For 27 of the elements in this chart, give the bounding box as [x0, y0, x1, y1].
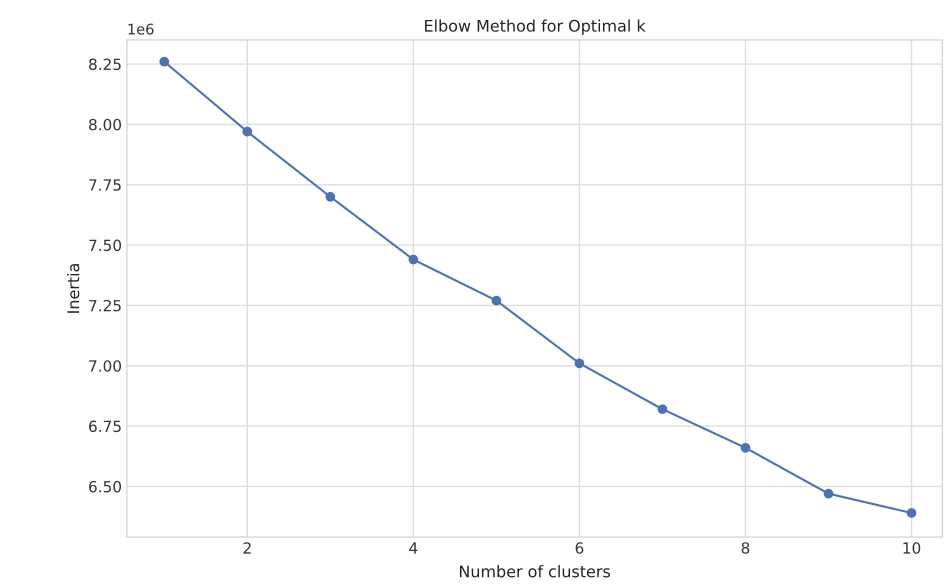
point: [325, 192, 336, 202]
point: [408, 254, 418, 264]
x-tick-label: 2: [244, 542, 251, 554]
x-tick-label: 4: [409, 542, 418, 554]
x-tick-label: 8: [742, 542, 750, 554]
y-tick-label: 7.00: [89, 360, 122, 372]
y-tick-label: 8.00: [89, 118, 122, 130]
point: [658, 404, 668, 414]
x-tick-label: 6: [576, 542, 584, 554]
y-tick-label: 7.50: [89, 240, 122, 252]
y-tick-label: 6.50: [89, 480, 122, 492]
x-tick-label: 10: [904, 542, 920, 554]
point: [242, 126, 252, 136]
point: [574, 358, 584, 368]
y-tick-label: 7.75: [89, 179, 121, 191]
text: 1e6: [128, 24, 154, 35]
x-axis-title: Number of clusters: [460, 565, 610, 578]
point: [159, 56, 170, 66]
point: [824, 488, 834, 499]
point: [740, 442, 750, 453]
chart-title: Elbow Method for Optimal k: [425, 19, 646, 35]
y-tick-label: 8.25: [89, 58, 121, 70]
y-tick-label: 7.25: [89, 300, 121, 312]
point: [906, 508, 916, 518]
point: [492, 296, 502, 306]
y-axis-title: Inertia: [67, 264, 80, 313]
y-tick-label: 6.75: [89, 420, 121, 432]
